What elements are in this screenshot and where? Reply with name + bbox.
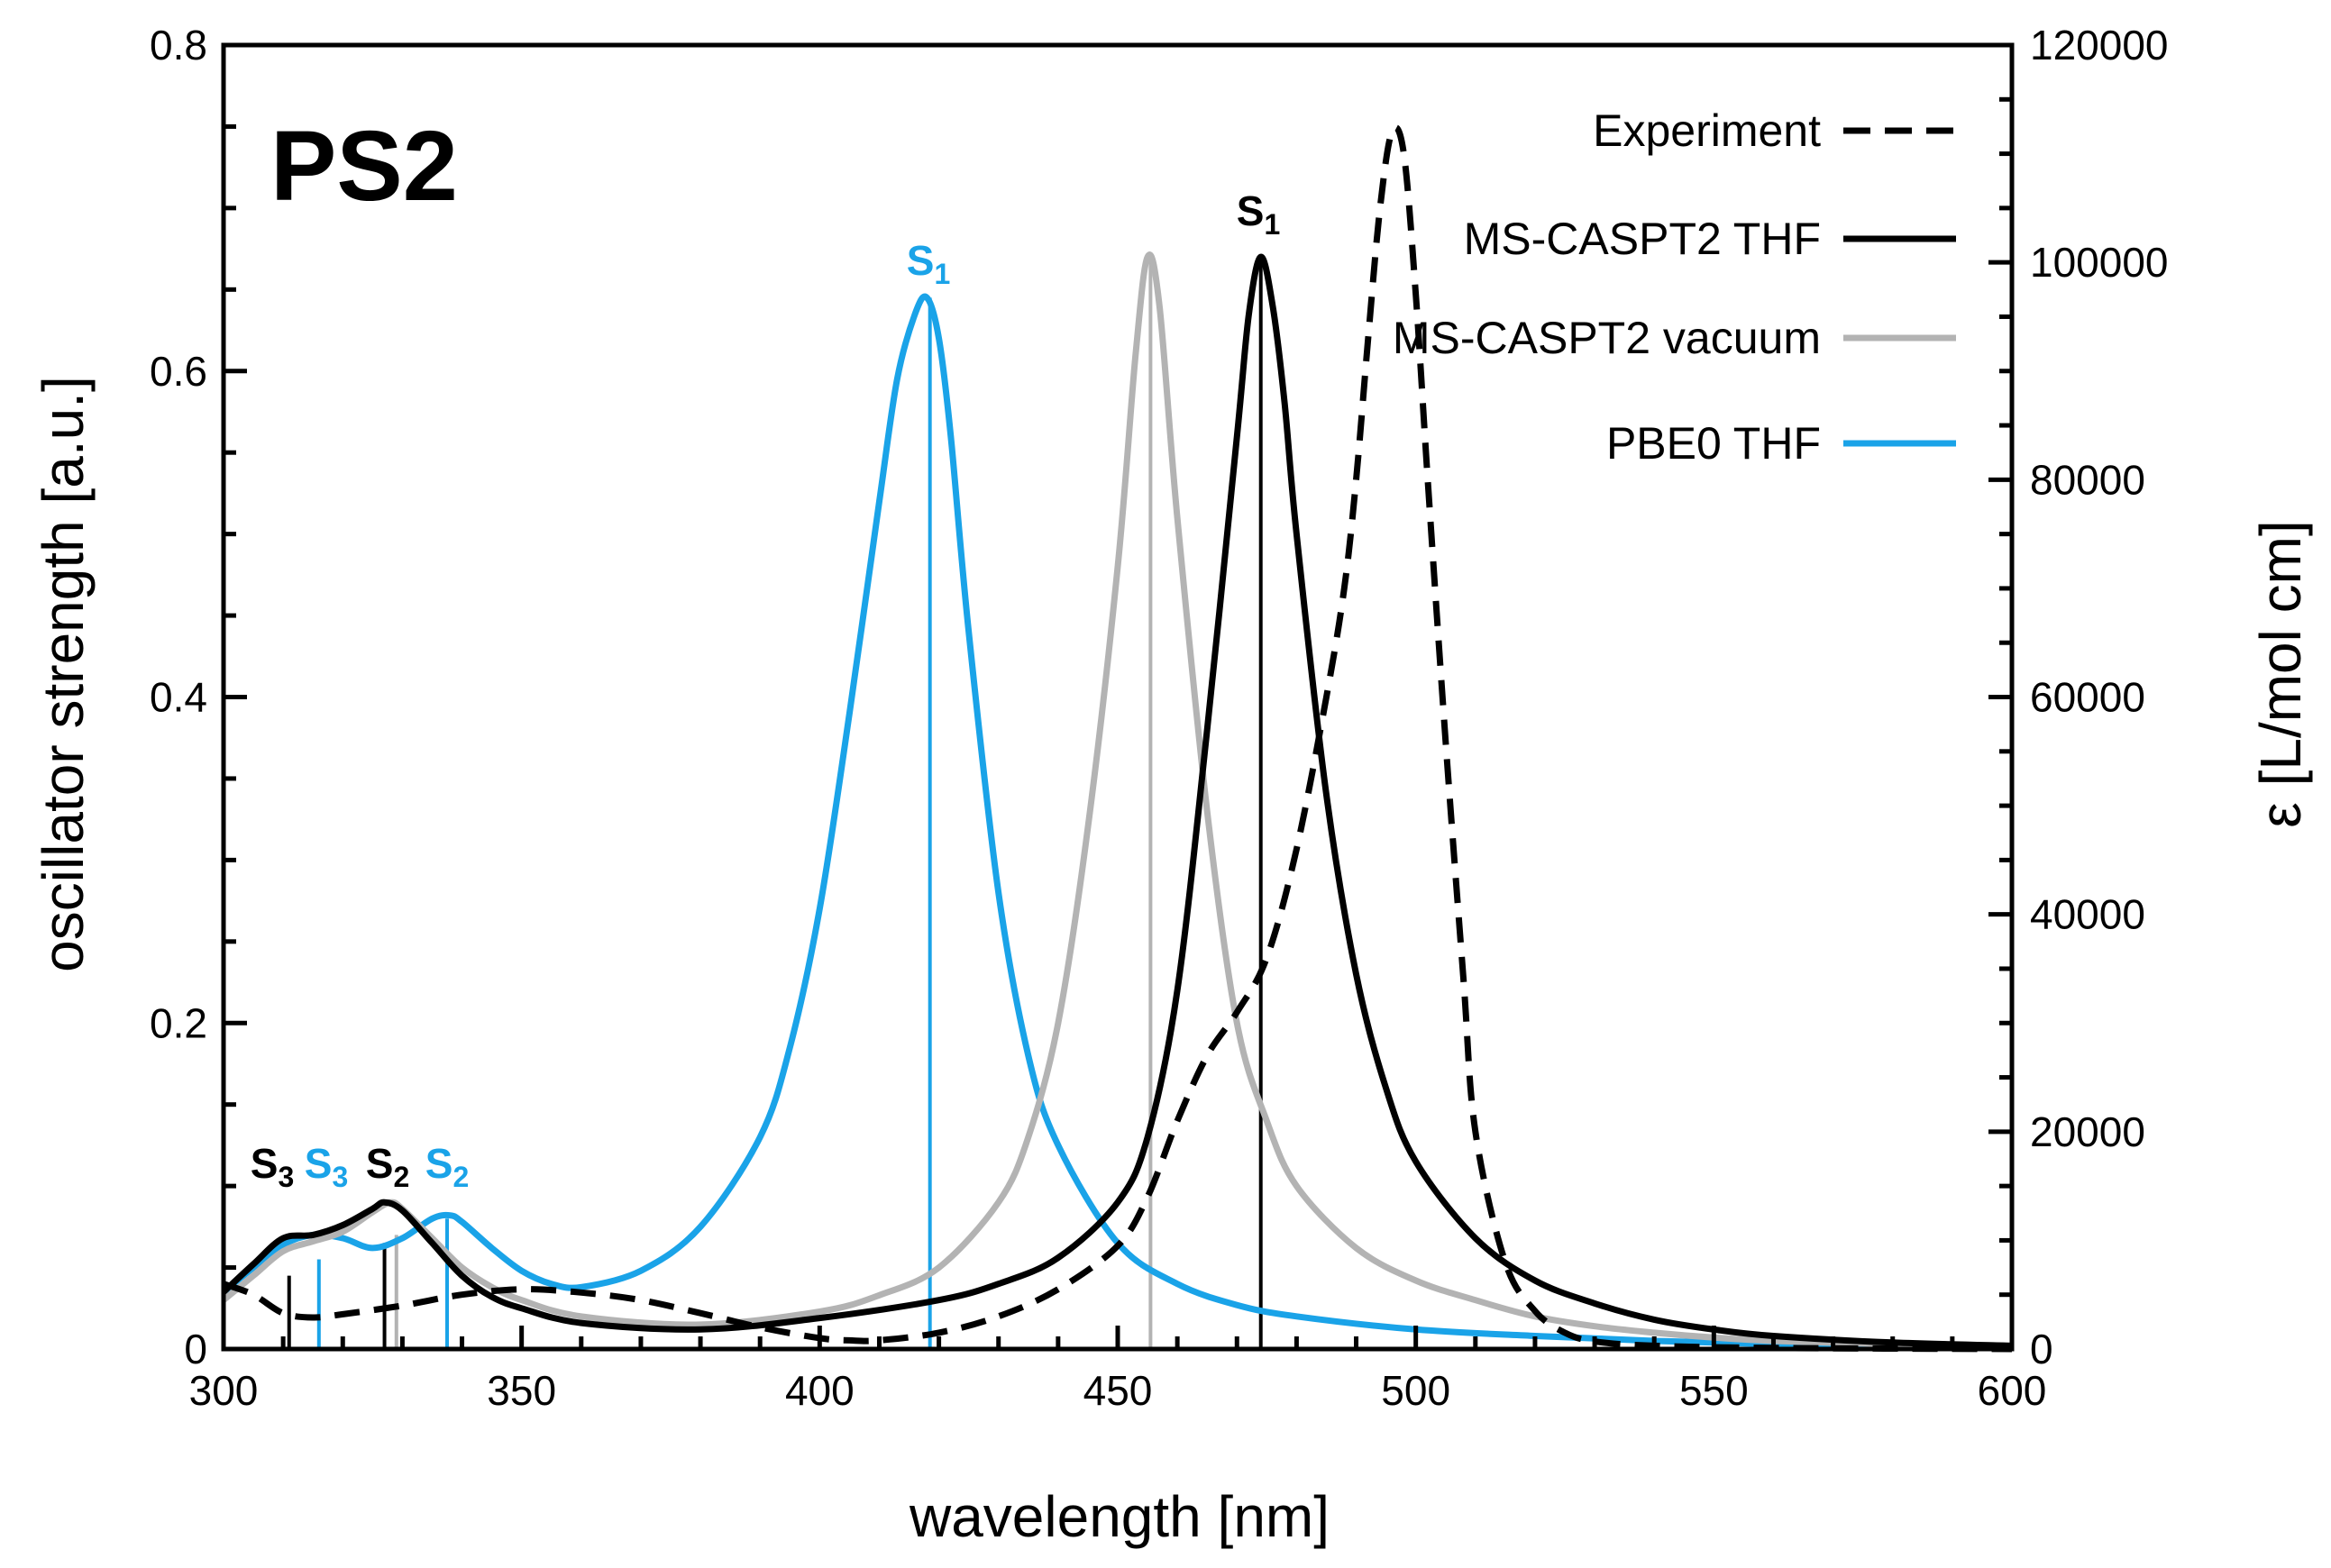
state-label-pbe0_thf-3: S3 xyxy=(305,1140,348,1193)
y-left-tick-label: 0.8 xyxy=(150,22,207,68)
panel-label: PS2 xyxy=(270,111,458,222)
y-right-tick-label: 20000 xyxy=(2030,1108,2145,1155)
x-tick-label: 300 xyxy=(189,1367,259,1414)
series-line-caspt2_thf xyxy=(221,253,2013,1349)
x-axis-ticks: 300 350 400 450 500 550 600 xyxy=(189,1326,2047,1414)
x-tick-label: 500 xyxy=(1381,1367,1450,1414)
y-left-tick-label: 0.4 xyxy=(150,674,207,721)
spectral-curves xyxy=(221,124,2013,1353)
y-left-axis-ticks: 0 0.2 0.4 0.6 0.8 xyxy=(150,22,247,1372)
stick-spectrum xyxy=(287,257,1263,1349)
y-right-tick-label: 0 xyxy=(2030,1326,2053,1372)
y-right-tick-label: 100000 xyxy=(2030,239,2169,286)
x-tick-label: 550 xyxy=(1679,1367,1749,1414)
x-tick-label: 600 xyxy=(1978,1367,2047,1414)
state-label-caspt2_thf-3: S3 xyxy=(251,1140,294,1193)
legend-label-experiment: Experiment xyxy=(1593,105,1821,156)
y-right-axis-title: ε [L/mol cm] xyxy=(2248,520,2313,827)
x-tick-label: 450 xyxy=(1083,1367,1153,1414)
series-line-experiment xyxy=(222,124,2013,1353)
x-tick-label: 400 xyxy=(785,1367,855,1414)
y-left-tick-label: 0.2 xyxy=(150,999,207,1046)
legend-label-caspt2_vacuum: MS-CASPT2 vacuum xyxy=(1393,313,1821,363)
y-right-tick-label: 80000 xyxy=(2030,456,2145,503)
state-label-pbe0_thf-2: S2 xyxy=(425,1140,469,1193)
y-right-tick-label: 40000 xyxy=(2030,891,2145,938)
series-line-pbe0_thf xyxy=(221,293,2013,1351)
state-label-caspt2_thf-2: S2 xyxy=(366,1140,409,1193)
legend: Experiment MS-CASPT2 THF MS-CASPT2 vacuum P… xyxy=(1393,105,1956,469)
legend-label-pbe0_thf: PBE0 THF xyxy=(1606,418,1821,469)
y-right-tick-label: 60000 xyxy=(2030,674,2145,721)
y-left-tick-label: 0 xyxy=(184,1326,207,1372)
series-line-caspt2_vacuum xyxy=(221,251,2013,1349)
x-tick-label: 350 xyxy=(487,1367,556,1414)
state-label-pbe0_thf-1: S1 xyxy=(907,237,950,290)
y-right-axis-ticks: 0 20000 40000 60000 80000 100000 120000 xyxy=(1988,22,2169,1372)
y-left-axis-title: oscillator strength [a.u.] xyxy=(31,376,96,972)
legend-label-caspt2_thf: MS-CASPT2 THF xyxy=(1464,214,1821,264)
state-label-caspt2_thf-1: S1 xyxy=(1237,187,1280,241)
y-left-tick-label: 0.6 xyxy=(150,348,207,395)
y-right-tick-label: 120000 xyxy=(2030,22,2169,68)
x-axis-title: wavelength [nm] xyxy=(909,1484,1330,1549)
state-labels: S1 S1 S3 S3 S2 S2 xyxy=(251,187,1280,1193)
